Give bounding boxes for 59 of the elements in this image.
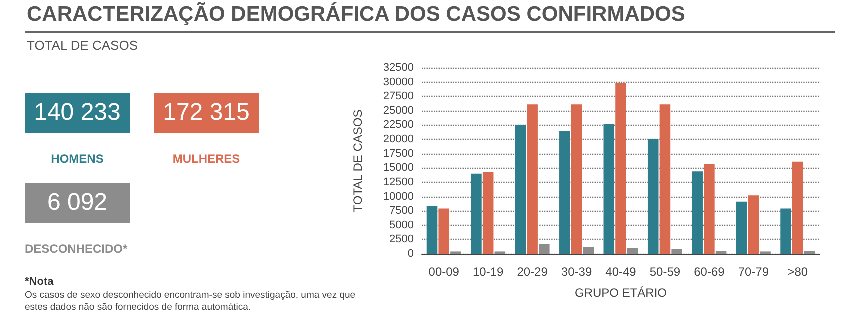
bar [426,206,438,254]
bar [482,172,494,254]
category-label: DESCONHECIDO* [24,242,129,256]
bar [438,208,450,254]
bar [692,172,703,254]
bar [716,251,727,254]
text: 140 233 [34,99,121,126]
bar [583,247,594,254]
x-tick-label: 50-59 [650,265,681,279]
x-tick-label: 10-19 [472,265,504,279]
category-label: MULHERES [172,152,242,166]
y-tick-label: 17500 [383,148,414,160]
x-axis-title: GRUPO ETÁRIO [574,286,668,300]
y-tick-label: 30000 [383,76,414,88]
bar [748,196,760,254]
bar [604,124,615,254]
x-tick-label: 60-69 [694,265,726,279]
y-tick-label: 22500 [383,119,414,132]
bar [792,162,804,254]
y-tick-label: 27500 [383,90,414,103]
bar [660,104,671,254]
text: 6 092 [47,189,108,216]
bar [571,104,582,254]
bar [648,140,659,254]
bar [672,249,682,254]
y-tick-label: 0 [408,248,414,260]
bar [704,164,715,254]
bar [804,251,816,254]
bar [471,174,482,254]
bar [539,244,550,254]
bar [527,104,538,254]
y-tick-label: 10000 [383,190,414,203]
bar [616,83,626,254]
x-tick-label: >80 [788,265,808,279]
text: *Nota [25,276,54,288]
x-tick-label: 20-29 [517,265,548,279]
y-tick-label: 25000 [383,104,414,117]
text: CARACTERIZAÇÃO DEMOGRÁFICA DOS CASOS CONFIRMADOS [27,1,686,28]
y-tick-label: 7500 [390,205,414,218]
x-tick-label: 40-49 [606,265,637,279]
y-axis-title: TOTAL DE CASOS [351,110,365,212]
x-tick-label: 70-79 [738,265,770,279]
text: TOTAL DE CASOS [27,38,138,53]
y-tick-label: 2500 [390,234,414,246]
category-label: HOMENS [50,152,105,166]
bar [736,202,748,254]
x-tick-label: 00-09 [428,265,460,279]
y-tick-label: 5000 [390,219,414,232]
bar [780,208,792,254]
text: Os casos de sexo desconhecido encontram-se sob investigação, uma vez que estes dados não são fornecidos de forma automática. [25,290,357,314]
y-tick-label: 15000 [383,162,414,174]
bar [627,248,638,254]
y-tick-label: 12500 [383,176,414,188]
y-tick-label: 32500 [383,62,414,74]
y-tick-label: 20000 [383,134,414,146]
bar [560,132,570,254]
x-tick-label: 30-39 [561,265,592,279]
text: 172 315 [163,99,250,126]
bar [515,125,526,254]
